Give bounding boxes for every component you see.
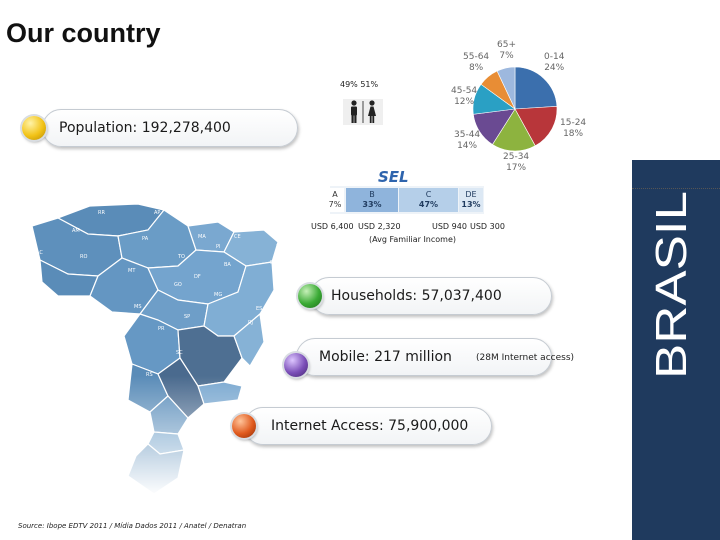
population-pill: Population: 192,278,400: [42, 109, 298, 147]
map-label-am: AM: [72, 228, 80, 234]
map-label-pe: PE: [276, 244, 282, 250]
map-label-rn: RN: [270, 228, 277, 234]
map-label-ac: AC: [36, 250, 43, 256]
map-label-pi: PI: [216, 244, 221, 250]
gender-percentages: 49% 51%: [340, 80, 379, 89]
mobile-text: Mobile: 217 million: [319, 349, 452, 365]
svg-text:BRASIL: BRASIL: [647, 191, 696, 379]
pie-label-0-14: 0-14 24%: [544, 52, 565, 73]
side-label-brasil: BRASIL: [647, 191, 696, 379]
map-label-to: TO: [177, 254, 185, 260]
map-label-pr: PR: [158, 326, 165, 332]
map-label-pa: PA: [142, 236, 149, 242]
sel-income-a: USD 6,400: [311, 222, 354, 231]
households-text: Households: 57,037,400: [331, 288, 502, 304]
pie-slice-65plus: [496, 66, 516, 110]
mobile-note: (28M Internet access): [476, 353, 575, 363]
internet-bullet-icon: [232, 414, 256, 438]
pie-label-55-64: 55-64 8%: [463, 52, 490, 73]
population-bullet-icon: [22, 116, 46, 140]
map-label-ro: RO: [80, 254, 87, 260]
map-label-ma: MA: [198, 234, 206, 240]
source-note: Source: Ibope EDTV 2011 / Mídia Dados 20…: [18, 522, 247, 530]
pie-slice-0-14: [514, 66, 558, 110]
age-pie-chart: [472, 66, 558, 152]
pie-slice-15-24: [514, 106, 558, 147]
map-label-al: AL: [274, 252, 280, 258]
map-label-se: SE: [270, 260, 276, 266]
map-label-df: DF: [194, 274, 201, 280]
map-label-go: GO: [174, 282, 182, 288]
population-text: Population: 192,278,400: [59, 120, 231, 136]
map-label-rs: RS: [146, 372, 153, 378]
map-label-es: ES: [256, 306, 262, 312]
sel-income-c: USD 940: [432, 222, 467, 231]
pie-label-45-54: 45-54 12%: [451, 86, 478, 107]
sel-income-note: (Avg Familiar Income): [369, 235, 457, 244]
map-label-sc: SC: [176, 350, 183, 356]
sel-segment-b: B 33%: [346, 188, 398, 212]
map-label-mt: MT: [128, 268, 136, 274]
mobile-pill: Mobile: 217 million: [296, 338, 552, 376]
map-label-rj: RJ: [248, 320, 253, 326]
households-pill: Households: 57,037,400: [310, 277, 552, 315]
map-label-rr: RR: [98, 210, 105, 216]
mobile-bullet-icon: [284, 353, 308, 377]
sel-income-de: USD 300: [470, 222, 505, 231]
map-label-ms: MS: [134, 304, 142, 310]
pie-label-15-24: 15-24 18%: [560, 118, 587, 139]
pie-label-35-44: 35-44 14%: [454, 130, 481, 151]
map-label-sp: SP: [184, 314, 190, 320]
map-label-ba: BA: [224, 262, 231, 268]
households-bullet-icon: [298, 284, 322, 308]
sel-title: SEL: [378, 168, 409, 186]
sel-income-b: USD 2,320: [358, 222, 401, 231]
male-female-icon: [343, 99, 383, 125]
map-label-mg: MG: [214, 292, 222, 298]
pie-slice-25-34: [492, 108, 536, 152]
map-label-pb: PB: [276, 236, 283, 242]
page-title: Our country: [6, 18, 161, 48]
sel-segment-a: A 7%: [326, 188, 344, 212]
map-label-ce: CE: [234, 234, 241, 240]
sel-segment-c: C 47%: [399, 188, 458, 212]
side-panel-divider: [632, 188, 720, 189]
pie-label-25-34: 25-34 17%: [503, 152, 530, 173]
pie-label-65: 65+ 7%: [497, 40, 516, 61]
internet-text: Internet Access: 75,900,000: [271, 418, 469, 434]
sel-segment-de: DE 13%: [459, 188, 483, 212]
brazil-map: RR AP AM PA MA CE RN PB PE AL SE PI AC R…: [31, 203, 283, 495]
internet-pill: Internet Access: 75,900,000: [244, 407, 492, 445]
side-panel: [632, 160, 720, 540]
map-label-ap: AP: [154, 210, 160, 216]
